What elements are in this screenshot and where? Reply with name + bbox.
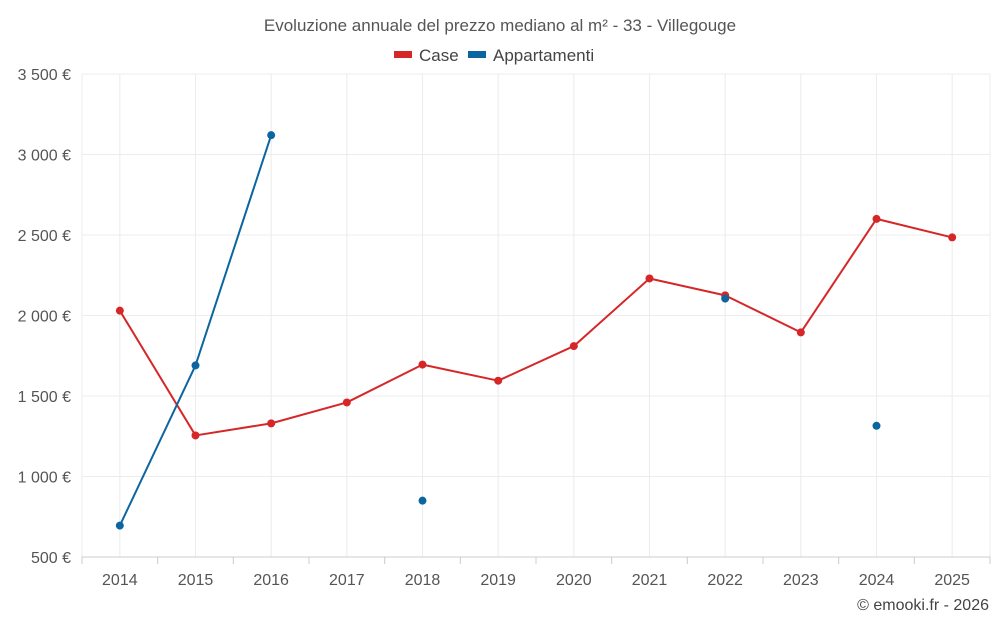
- data-point-appartamenti[interactable]: [191, 361, 200, 370]
- legend-label-appartamenti: Appartamenti: [493, 46, 594, 65]
- data-point-case[interactable]: [267, 419, 276, 428]
- data-point-appartamenti[interactable]: [418, 496, 427, 505]
- chart-title: Evoluzione annuale del prezzo mediano al…: [264, 16, 736, 35]
- x-tick-label: 2020: [556, 572, 592, 589]
- series-line-case: [118, 217, 954, 437]
- legend: Case Appartamenti: [394, 46, 594, 65]
- legend-item-case[interactable]: Case: [394, 46, 459, 65]
- x-tick-label: 2016: [253, 572, 289, 589]
- data-point-case[interactable]: [115, 306, 124, 315]
- series: [115, 131, 957, 530]
- x-tick-label: 2015: [178, 572, 214, 589]
- y-tick-label: 2 500 €: [18, 228, 71, 245]
- y-tick-label: 1 500 €: [18, 389, 71, 406]
- grid: [81, 73, 991, 557]
- data-point-appartamenti[interactable]: [872, 421, 881, 430]
- x-tick-label: 2014: [102, 572, 138, 589]
- x-tick-label: 2018: [405, 572, 441, 589]
- y-tick-label: 1 000 €: [18, 470, 71, 487]
- legend-item-appartamenti[interactable]: Appartamenti: [468, 46, 594, 65]
- legend-swatch-case: [394, 51, 412, 58]
- credit-text: © emooki.fr - 2026: [857, 597, 989, 614]
- series-case: [115, 214, 957, 440]
- x-tick-label: 2017: [329, 572, 365, 589]
- x-tick-label: 2019: [480, 572, 516, 589]
- data-point-case[interactable]: [342, 398, 351, 407]
- x-axis: 2014 2015 2016 2017 2018 2019 2020 2021 2022 2023…: [81, 556, 991, 589]
- legend-label-case: Case: [419, 46, 459, 65]
- data-point-case[interactable]: [418, 360, 427, 369]
- data-point-case[interactable]: [645, 274, 654, 283]
- x-tick-label: 2024: [859, 572, 895, 589]
- x-tick-label: 2022: [707, 572, 743, 589]
- data-point-case[interactable]: [796, 328, 805, 337]
- series-appartamenti: [115, 131, 881, 530]
- legend-swatch-appartamenti: [468, 51, 486, 58]
- y-tick-label: 500 €: [31, 550, 71, 567]
- x-tick-label: 2025: [934, 572, 970, 589]
- data-point-case[interactable]: [191, 431, 200, 440]
- data-point-appartamenti[interactable]: [267, 131, 276, 140]
- data-point-case[interactable]: [569, 342, 578, 351]
- data-point-appartamenti[interactable]: [721, 294, 730, 303]
- data-point-case[interactable]: [872, 214, 881, 223]
- y-tick-label: 2 000 €: [18, 309, 71, 326]
- y-axis: 500 € 1 000 € 1 500 € 2 000 € 2 500 € 3 000 €…: [18, 67, 71, 567]
- data-point-case[interactable]: [948, 233, 957, 242]
- data-point-appartamenti[interactable]: [115, 521, 124, 530]
- x-tick-label: 2023: [783, 572, 819, 589]
- y-tick-label: 3 500 €: [18, 67, 71, 84]
- data-point-case[interactable]: [494, 376, 503, 385]
- x-tick-label: 2021: [632, 572, 668, 589]
- y-tick-label: 3 000 €: [18, 148, 71, 165]
